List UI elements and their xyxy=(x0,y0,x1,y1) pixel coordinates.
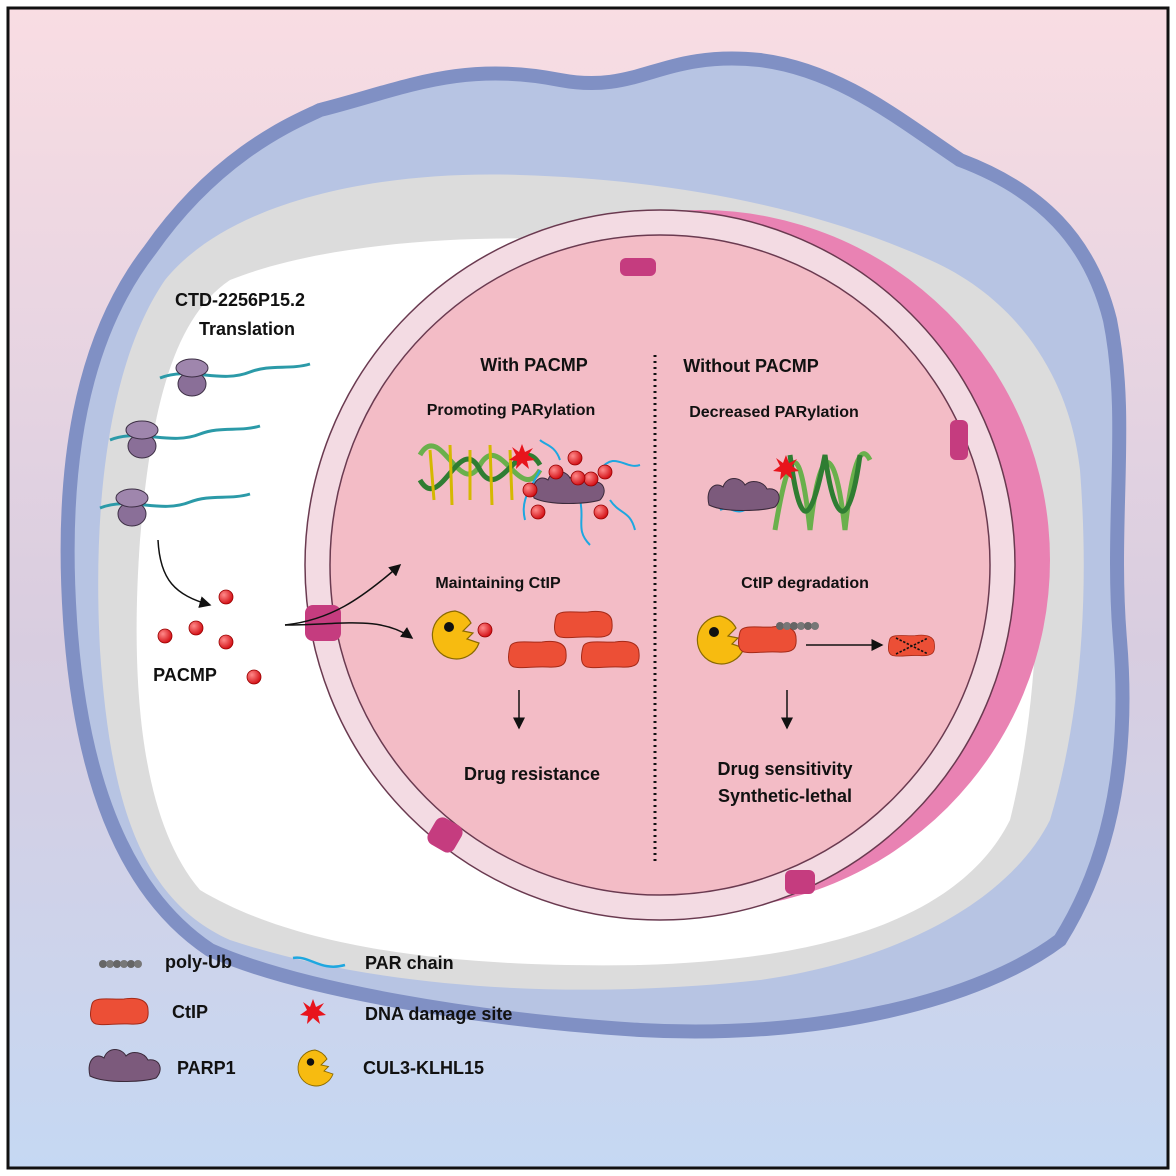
legend-label: CUL3-KLHL15 xyxy=(363,1058,484,1078)
pacmp-label: PACMP xyxy=(153,665,217,685)
ctip-icon xyxy=(581,640,640,669)
with-pacmp-title: With PACMP xyxy=(480,355,588,375)
par-chains xyxy=(522,439,641,546)
synthetic-lethal-label: Synthetic-lethal xyxy=(718,786,852,806)
drug-sensitivity-label: Drug sensitivity xyxy=(717,759,852,779)
legend-label: CtIP xyxy=(172,1002,208,1022)
maintaining-ctip-label: Maintaining CtIP xyxy=(435,575,561,592)
par-chain-icon xyxy=(292,956,346,968)
without-pacmp-title: Without PACMP xyxy=(683,356,818,376)
decreased-parylation-label: Decreased PARylation xyxy=(689,404,859,421)
legend-label: DNA damage site xyxy=(365,1004,512,1024)
promoting-parylation-label: Promoting PARylation xyxy=(427,402,596,419)
ctip-icon xyxy=(554,610,613,639)
pacmp-bound-icon xyxy=(477,622,493,638)
drug-resistance-label: Drug resistance xyxy=(464,764,600,784)
translation-arrow xyxy=(157,539,212,608)
degraded-ctip-icon xyxy=(888,634,935,657)
legend-label: poly-Ub xyxy=(165,952,232,972)
ctip-icon xyxy=(738,625,797,654)
legend-label: PARP1 xyxy=(177,1058,236,1078)
import-arrow-up xyxy=(284,564,402,626)
translation-label: Translation xyxy=(199,319,295,339)
nucleoplasm xyxy=(329,234,991,896)
legend: poly-Ub PAR chain CtIP DNA damage site P… xyxy=(88,952,512,1087)
legend-label: PAR chain xyxy=(365,953,454,973)
ctip-icon xyxy=(508,640,567,669)
ctip-degradation-label: CtIP degradation xyxy=(741,575,869,592)
import-arrow-down xyxy=(284,622,414,639)
ctip-icon xyxy=(90,997,149,1026)
gene-label: CTD-2256P15.2 xyxy=(175,290,305,310)
nuclear-pores xyxy=(305,258,968,894)
